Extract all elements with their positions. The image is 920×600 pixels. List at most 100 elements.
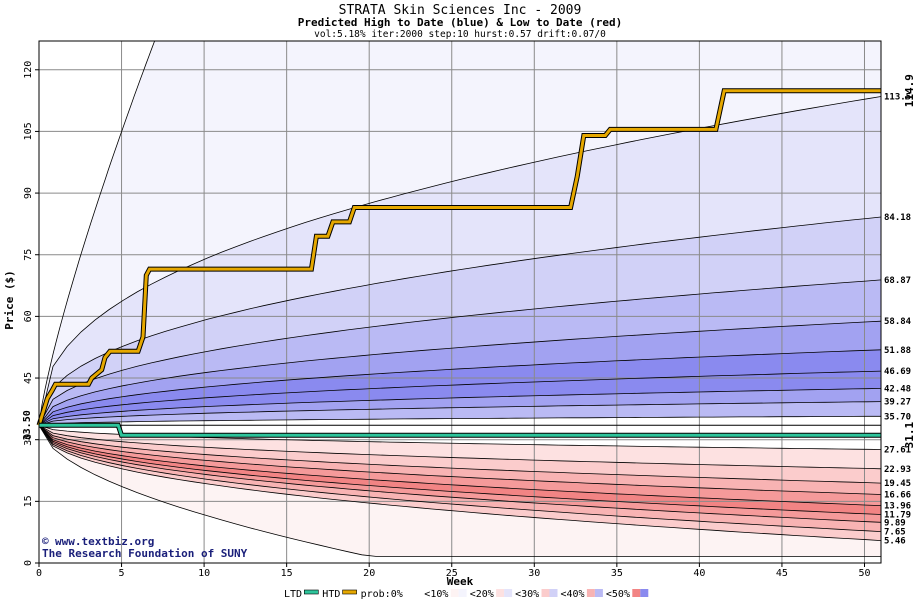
percentile-curve: [38, 424, 882, 484]
level-label: 7.65: [884, 528, 906, 538]
percentile-curve: [38, 425, 882, 523]
legend-swatch: [549, 589, 558, 597]
y-tick-label: 0: [23, 560, 34, 566]
legend-swatch: [594, 589, 603, 597]
x-tick-label: 45: [776, 568, 788, 579]
watermark-org: The Research Foundation of SUNY: [42, 547, 248, 560]
legend-swatch: [586, 589, 595, 597]
x-axis-label: Week: [447, 575, 474, 588]
prob-band-high: [39, 217, 881, 426]
level-label: 9.89: [884, 518, 906, 528]
start-price-label: 33.50: [22, 410, 33, 440]
y-tick-label: 120: [23, 61, 34, 79]
y-tick-label: 105: [23, 122, 34, 140]
htd-line: [37, 89, 881, 426]
legend-swatch: [458, 589, 467, 597]
legend-swatch: [405, 589, 414, 597]
level-label: 5.46: [884, 537, 906, 547]
legend-label: <10%: [424, 589, 448, 600]
percentile-curve: [38, 425, 882, 541]
prob-band-low: [39, 425, 881, 484]
percentile-curve: [38, 425, 882, 532]
percentile-curve: [38, 415, 881, 426]
x-tick-label: 0: [36, 568, 42, 579]
percentile-curve: [38, 401, 882, 426]
percentile-curve: [38, 349, 882, 426]
level-labels: 113.5 84.18 68.87 58.84 51.88 46.69 42.48 39.27…: [884, 74, 916, 546]
actual-series: [36, 88, 881, 438]
watermark: © www.textbiz.org The Research Foundatio…: [42, 535, 248, 560]
level-label: 16.66: [884, 491, 911, 501]
prob-band-low: [39, 425, 881, 495]
prob-band-low: [39, 425, 881, 541]
x-tick-label: 20: [363, 568, 375, 579]
prob-band-high: [39, 388, 881, 426]
x-tick-label: 30: [528, 568, 540, 579]
x-tick-label: 50: [858, 568, 870, 579]
simulation-params: vol:5.18% iter:2000 step:10 hurst:0.57 d…: [314, 29, 606, 40]
prob-band-high: [39, 349, 881, 426]
level-label: 11.79: [884, 511, 911, 521]
y-tick-label: 15: [23, 495, 34, 507]
level-label: 46.69: [884, 367, 911, 377]
y-tick-label: 90: [23, 187, 34, 199]
y-tick-label: 45: [23, 372, 34, 384]
percentile-curve: [38, 279, 882, 426]
percentile-curve: [38, 320, 882, 426]
legend-label: <30%: [515, 589, 539, 600]
y-axis-label: Price ($): [3, 270, 16, 330]
level-label: 68.87: [884, 276, 911, 286]
x-tick-label: 40: [693, 568, 705, 579]
prob-band-high: [39, 41, 881, 426]
legend-swatch: [413, 589, 422, 597]
legend: LTD HTD prob:0% <10% <20% <30% <40% <50%: [284, 589, 649, 600]
legend-swatch: [496, 589, 505, 597]
legend-label: HTD: [322, 589, 340, 600]
prob-band-high: [39, 401, 881, 426]
chart-title: STRATA Skin Sciences Inc - 2009: [339, 3, 582, 18]
level-label: 35.70: [884, 412, 911, 422]
legend-label: <20%: [470, 589, 494, 600]
level-label: 113.5: [884, 92, 911, 102]
percentile-curve: [38, 424, 882, 470]
extreme-low-curve: [38, 425, 881, 557]
legend-swatch: [450, 589, 459, 597]
level-label: 42.48: [884, 384, 911, 394]
prob-band-low: [39, 425, 881, 557]
legend-swatch: [632, 589, 641, 597]
axes: 0 5 10 15 20 25 30 35 40 45 50 0 15 30 45 60 75 90 105 120 3…: [22, 61, 871, 579]
prob-band-low: [39, 425, 881, 469]
level-label: 22.93: [884, 465, 911, 475]
prob-band-low: [39, 425, 881, 515]
prob-band-high: [39, 371, 881, 426]
percentile-curve: [38, 370, 882, 426]
watermark-url: www.textbiz.org: [55, 535, 154, 548]
level-label: 19.45: [884, 479, 911, 489]
level-label: 84.18: [884, 213, 911, 223]
level-label: 13.96: [884, 502, 911, 512]
legend-swatch: [342, 589, 357, 595]
y-tick-label: 60: [23, 310, 34, 322]
legend-label: <50%: [606, 589, 630, 600]
y-tick-label: 75: [23, 249, 34, 261]
legend-label: LTD: [284, 589, 302, 600]
prob-band-high: [39, 96, 881, 426]
x-tick-label: 5: [119, 568, 125, 579]
copyright-icon: ©: [42, 535, 49, 548]
prob-band-low: [39, 425, 881, 506]
percentile-curve: [38, 425, 882, 515]
prob-band-low: [39, 425, 881, 523]
legend-swatch: [640, 589, 649, 597]
x-tick-label: 15: [281, 568, 293, 579]
legend-swatch: [504, 589, 513, 597]
prob-band-low: [39, 425, 881, 532]
x-tick-label: 25: [446, 568, 458, 579]
level-label: 58.84: [884, 317, 912, 327]
percentile-curve: [38, 425, 882, 506]
legend-label: prob:0%: [361, 589, 403, 600]
htd-value-label: 114.9: [903, 74, 916, 107]
prob-band-high: [39, 416, 881, 426]
legend-label: <40%: [561, 589, 585, 600]
x-tick-label: 10: [198, 568, 210, 579]
